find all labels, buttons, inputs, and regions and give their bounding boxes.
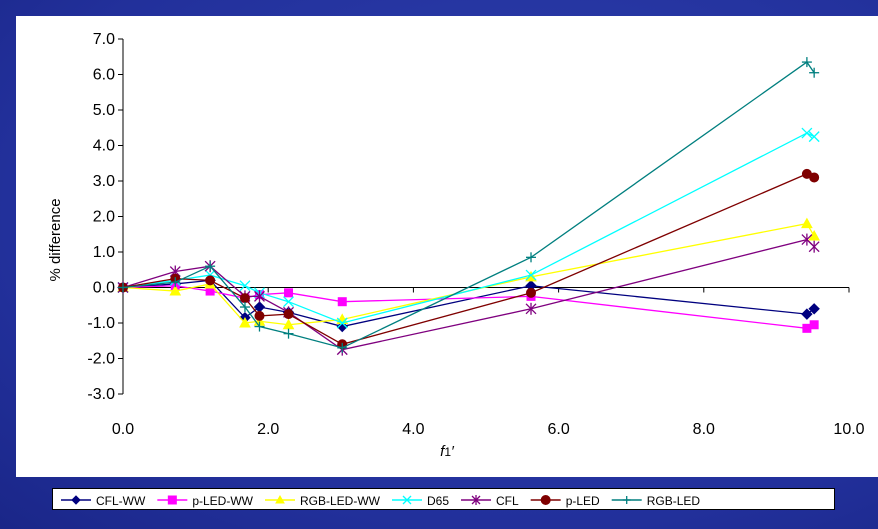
y-tick-label: 5.0: [93, 102, 115, 119]
legend-marker-rgb-led-ww: [275, 494, 285, 504]
series-rgb-led: [118, 57, 820, 353]
x-axis: 0.0 2.0 4.0 6.0 8.0 10.0: [112, 287, 865, 438]
data-point-p-led: [239, 293, 250, 304]
y-axis-title: % difference: [47, 198, 64, 281]
data-point-d65: [808, 131, 820, 143]
series-line-rgb-led: [122, 61, 815, 349]
x-tick-label: 0.0: [112, 421, 134, 438]
x-tick-label: 6.0: [547, 421, 569, 438]
legend-marker-d65: [402, 495, 412, 505]
series-line-d65: [122, 132, 815, 324]
y-tick-label: -2.0: [87, 351, 115, 368]
data-point-rgb-led-ww: [239, 316, 251, 328]
series-rgb-led-ww: [117, 217, 821, 330]
y-tick-label: 3.0: [93, 173, 115, 190]
y-tick-label: 1.0: [93, 244, 115, 261]
data-point-d65: [283, 296, 294, 308]
data-point-rgb-led: [239, 302, 250, 313]
y-tick-label: -1.0: [87, 315, 115, 332]
legend-label: p-LED-WW: [192, 494, 253, 508]
legend-marker-cfl-ww: [71, 495, 81, 505]
data-point-p-led-ww: [809, 320, 819, 330]
x-axis-title: f1′: [440, 443, 455, 460]
data-point-d65: [239, 280, 251, 292]
legend: CFL-WW p-LED-WW RGB-LED-WW D65 CFL p-LED RGB-L…: [52, 488, 835, 510]
series-line-p-led: [122, 173, 815, 345]
legend-item-rgb-led: RGB-LED: [611, 494, 701, 508]
x-axis-title-prime: ′: [451, 443, 455, 460]
legend-marker-p-led: [540, 495, 551, 505]
data-point-cfl: [808, 240, 820, 253]
data-point-cfl-ww: [336, 320, 348, 333]
legend-item-p-led: p-LED: [530, 494, 600, 508]
data-point-cfl: [525, 302, 537, 315]
legend-label: RGB-LED-WW: [300, 494, 381, 508]
legend-label: RGB-LED: [647, 494, 701, 508]
data-point-rgb-led: [283, 328, 294, 339]
y-tick-label: 7.0: [93, 31, 115, 48]
chart-area: 7.0 6.0 5.0 4.0 3.0 2.0 1.0 0.0 -1.0 -2.0 -3.0 0.0…: [16, 16, 878, 477]
legend-label: D65: [427, 494, 449, 508]
legend-label: CFL-WW: [96, 494, 146, 508]
x-axis-title-sub: 1: [444, 445, 451, 459]
data-point-cfl-ww: [801, 308, 813, 320]
data-point-rgb-led: [809, 67, 820, 78]
data-point-p-led: [254, 310, 265, 321]
series-line-cfl-ww: [122, 279, 815, 328]
y-tick-label: 2.0: [93, 209, 115, 226]
data-point-rgb-led: [205, 261, 216, 272]
y-tick-label: 4.0: [93, 138, 115, 155]
series-line-cfl: [122, 238, 815, 351]
data-point-p-led: [809, 172, 820, 183]
data-point-rgb-led: [337, 342, 348, 353]
data-point-rgb-led: [526, 252, 537, 263]
legend-marker-cfl: [471, 495, 481, 505]
data-point-p-led: [283, 309, 294, 320]
legend-item-rgb-led-ww: RGB-LED-WW: [265, 494, 381, 508]
data-point-rgb-led: [118, 282, 128, 293]
legend-item-p-led-ww: p-LED-WW: [157, 494, 254, 508]
legend-item-cfl: CFL: [461, 494, 519, 508]
data-point-d65: [801, 127, 813, 139]
legend-label: p-LED: [566, 494, 600, 508]
data-point-p-led-ww: [337, 297, 347, 307]
data-point-rgb-led-ww: [169, 285, 182, 296]
data-point-cfl-ww: [808, 303, 820, 315]
y-tick-label: 6.0: [93, 67, 115, 84]
data-point-rgb-led-ww: [801, 217, 813, 229]
y-axis: 7.0 6.0 5.0 4.0 3.0 2.0 1.0 0.0 -1.0 -2.0 -3.0: [87, 31, 124, 403]
legend-item-d65: D65: [392, 494, 449, 508]
legend-marker-rgb-led: [622, 496, 631, 504]
legend-label: CFL: [496, 494, 519, 508]
series-p-led-ww: [118, 281, 819, 333]
data-point-rgb-led: [170, 277, 181, 288]
x-tick-label: 8.0: [693, 421, 715, 438]
legend-marker-p-led-ww: [167, 495, 177, 505]
data-point-cfl: [254, 290, 265, 303]
x-axis-title-main: f: [440, 443, 446, 460]
series-p-led: [118, 168, 820, 350]
y-tick-label: -3.0: [87, 386, 115, 403]
line-chart: 7.0 6.0 5.0 4.0 3.0 2.0 1.0 0.0 -1.0 -2.0 -3.0 0.0…: [47, 31, 865, 460]
data-point-p-led: [205, 275, 216, 286]
data-point-cfl-ww: [253, 301, 266, 313]
series-line-p-led-ww: [122, 285, 815, 329]
series-line-rgb-led-ww: [122, 222, 815, 326]
legend-item-cfl-ww: CFL-WW: [61, 494, 146, 508]
data-point-p-led-ww: [284, 288, 294, 298]
data-point-rgb-led: [254, 321, 265, 332]
data-point-p-led: [526, 287, 537, 298]
series-layer: [117, 57, 821, 356]
data-point-d65: [336, 317, 348, 329]
legend-svg: CFL-WW p-LED-WW RGB-LED-WW D65 CFL p-LED RGB-L…: [61, 494, 701, 508]
series-cfl-ww: [117, 274, 820, 333]
y-tick-label: 0.0: [93, 280, 115, 297]
x-tick-label: 10.0: [833, 421, 864, 438]
x-tick-label: 4.0: [402, 421, 424, 438]
x-tick-label: 2.0: [257, 421, 279, 438]
data-point-d65: [525, 269, 537, 281]
data-point-rgb-led: [801, 57, 812, 68]
